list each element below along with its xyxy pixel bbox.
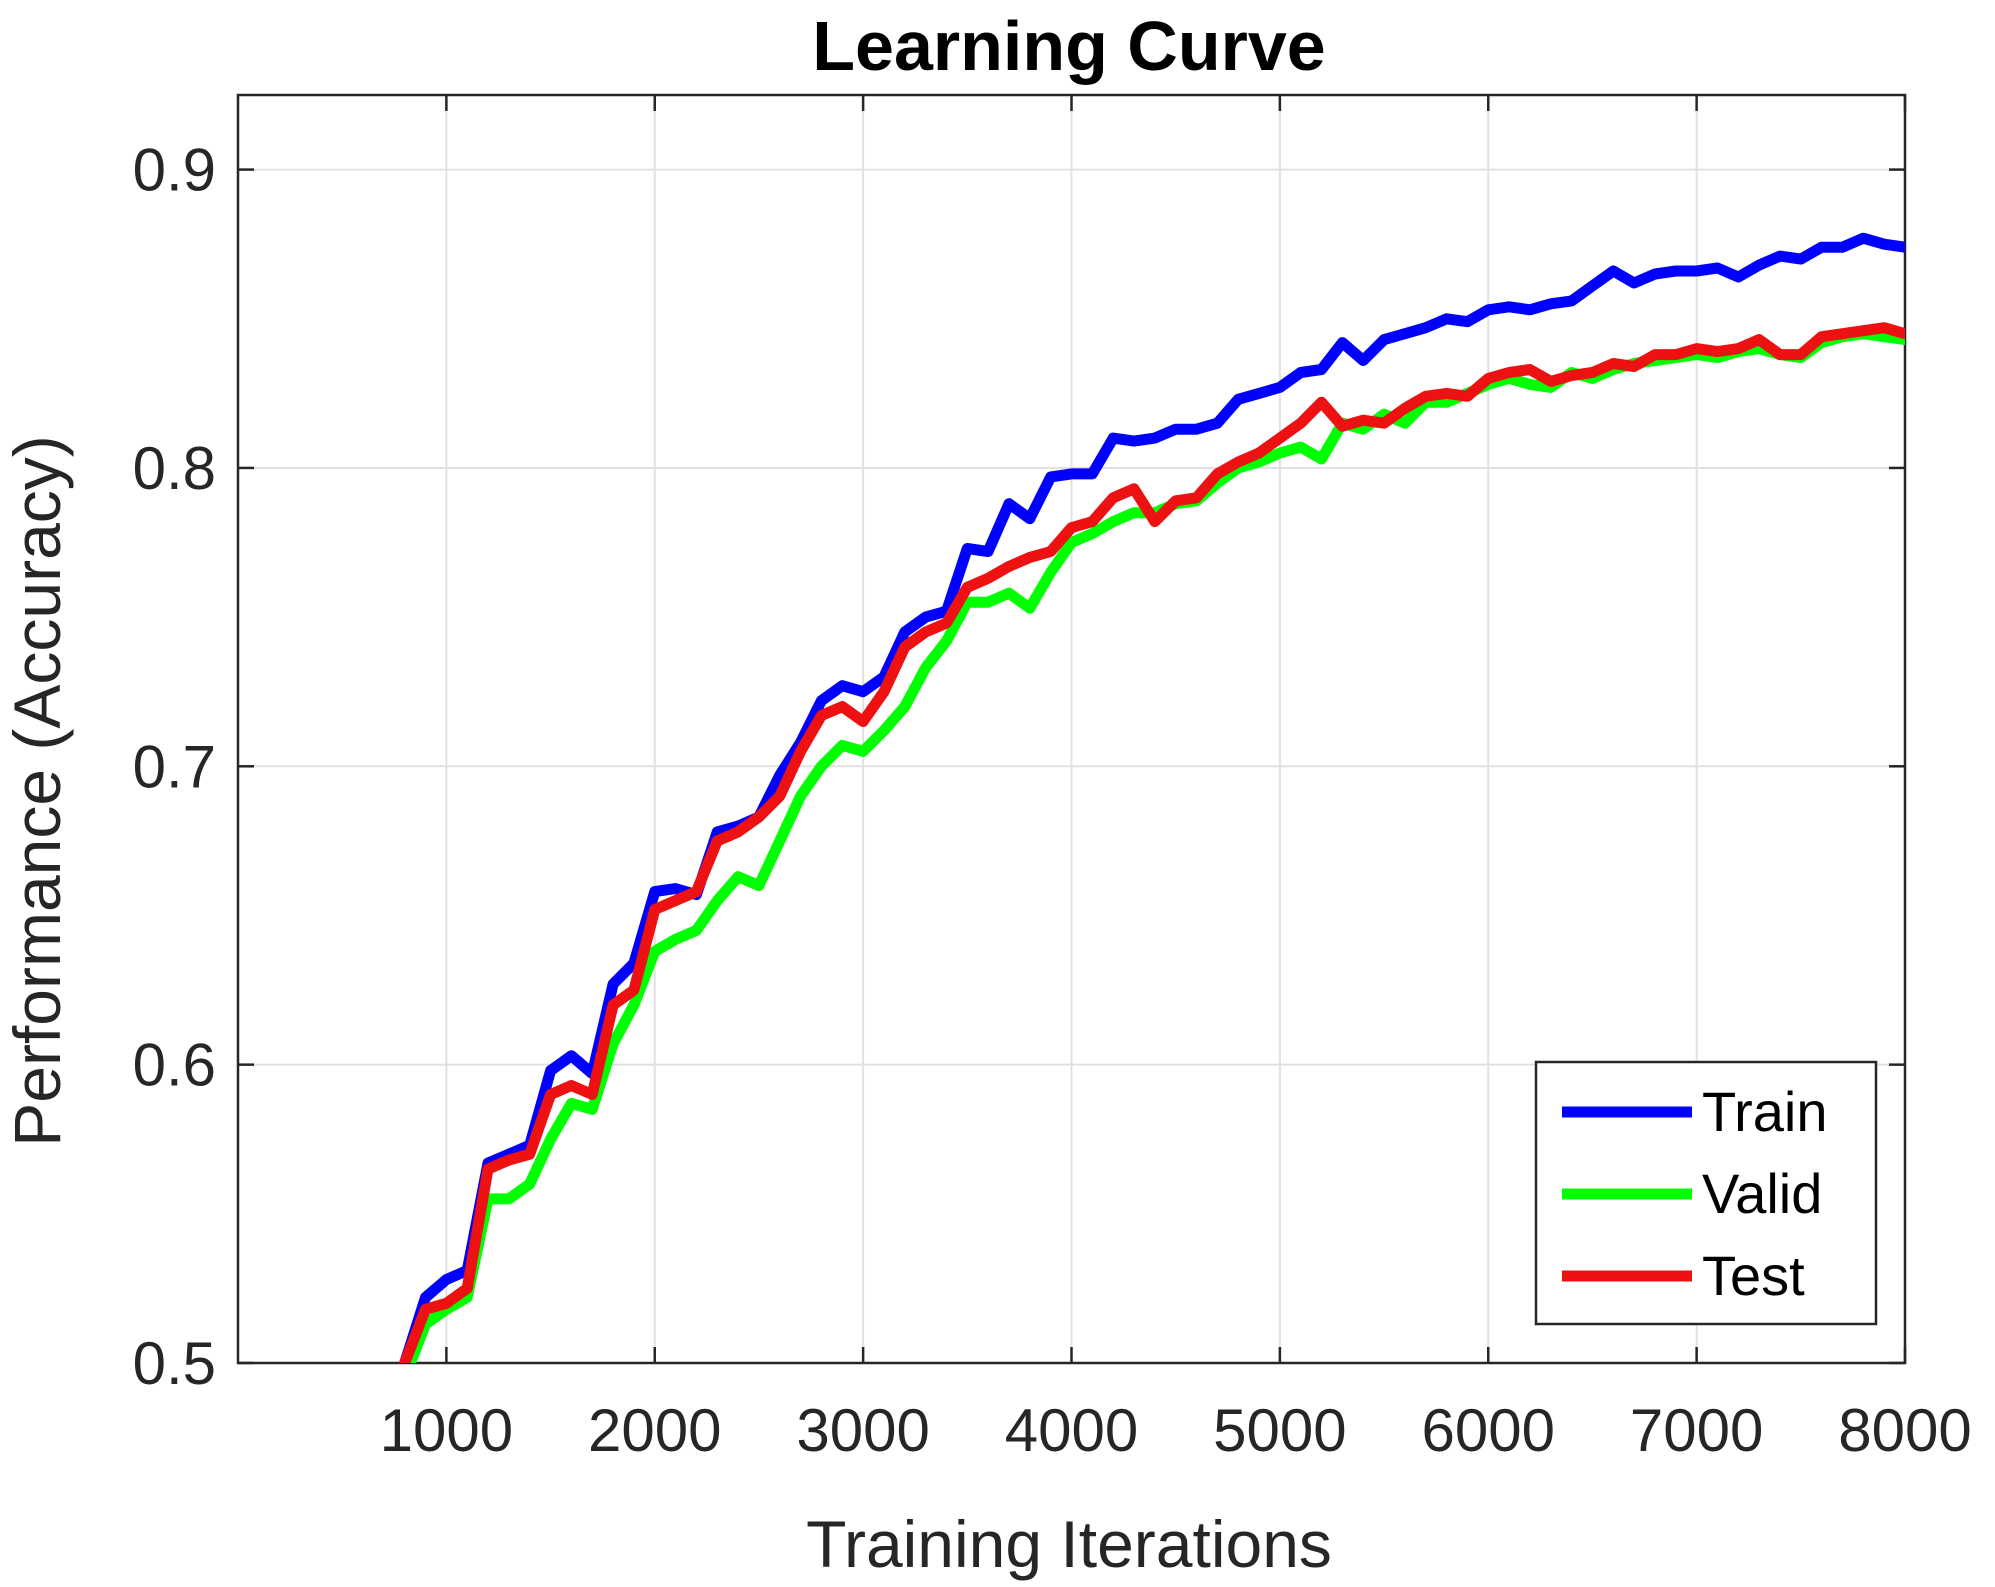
x-tick-label: 7000 <box>1630 1397 1763 1464</box>
legend-label-valid: Valid <box>1702 1162 1822 1225</box>
legend-label-train: Train <box>1702 1080 1828 1143</box>
y-tick-label: 0.7 <box>133 733 216 800</box>
y-tick-label: 0.5 <box>133 1330 216 1397</box>
x-axis-label: Training Iterations <box>806 1507 1332 1581</box>
x-tick-label: 3000 <box>796 1397 929 1464</box>
legend-label-test: Test <box>1702 1244 1805 1307</box>
x-tick-label: 2000 <box>588 1397 721 1464</box>
ticks: 1000 2000 3000 4000 5000 6000 7000 8000 0.5 0.6 0.… <box>133 95 1972 1464</box>
series-line-train <box>399 232 1905 1363</box>
x-tick-label: 8000 <box>1838 1397 1971 1464</box>
y-axis-label: Performance (Accuracy) <box>0 435 74 1147</box>
x-tick-label: 1000 <box>380 1397 513 1464</box>
x-tick-label: 6000 <box>1422 1397 1555 1464</box>
y-tick-label: 0.8 <box>133 435 216 502</box>
series-line-test <box>399 322 1905 1363</box>
series-lines <box>399 232 1905 1363</box>
chart-title: Learning Curve <box>812 7 1325 85</box>
y-tick-label: 0.6 <box>133 1032 216 1099</box>
x-tick-label: 5000 <box>1213 1397 1346 1464</box>
legend: Train Valid Test <box>1534 1060 1878 1326</box>
x-tick-label: 4000 <box>1005 1397 1138 1464</box>
y-tick-label: 0.9 <box>133 137 216 204</box>
